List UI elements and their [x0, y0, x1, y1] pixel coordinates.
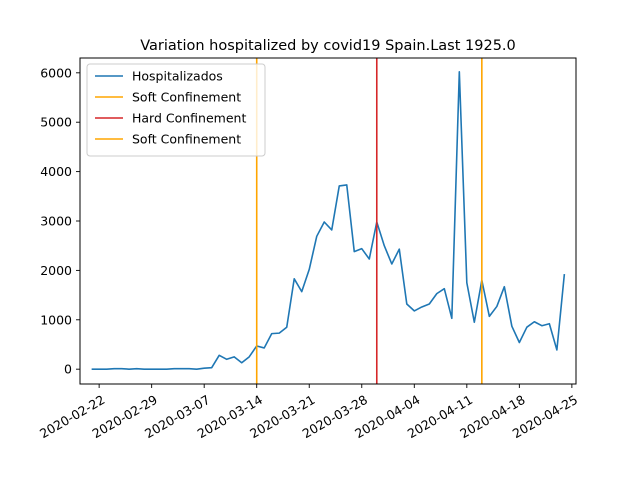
y-tick-label-3: 3000 — [40, 214, 72, 229]
y-tick-label-6: 6000 — [40, 65, 72, 80]
y-axis: 0 1000 2000 3000 4000 5000 6000 — [40, 65, 80, 377]
y-tick-label-4: 4000 — [40, 164, 72, 179]
series-line-0 — [91, 71, 566, 370]
legend-label-1: Soft Confinement — [132, 90, 241, 105]
y-tick-label-1: 1000 — [40, 312, 72, 327]
legend-label-3: Soft Confinement — [132, 132, 241, 147]
y-tick-label-5: 5000 — [40, 115, 72, 130]
y-tick-label-0: 0 — [64, 362, 72, 377]
legend: Hospitalizados Soft Confinement Hard Confi… — [86, 63, 266, 157]
chart-title: Variation hospitalized by covid19 Spain.… — [140, 38, 516, 54]
legend-label-0: Hospitalizados — [132, 69, 223, 84]
legend-label-2: Hard Confinement — [132, 111, 246, 126]
legend-box — [86, 63, 266, 157]
x-axis: 2020-02-222020-02-292020-03-072020-03-14… — [37, 384, 580, 441]
y-tick-label-2: 2000 — [40, 263, 72, 278]
